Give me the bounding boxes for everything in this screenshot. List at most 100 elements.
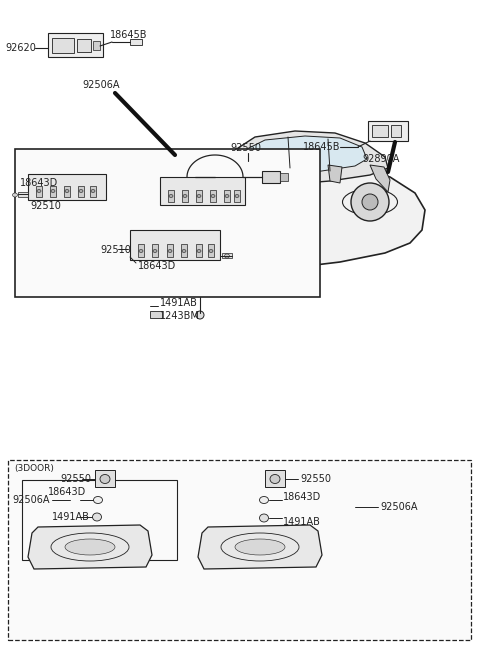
Ellipse shape [260, 514, 268, 522]
Bar [224, 190, 230, 202]
Bar [265, 470, 285, 487]
Text: 18643D: 18643D [20, 178, 58, 188]
Ellipse shape [197, 250, 201, 252]
Ellipse shape [12, 193, 17, 197]
Bar [15, 149, 320, 297]
Bar [90, 186, 96, 197]
Polygon shape [370, 165, 390, 192]
Bar [95, 470, 115, 487]
Bar [208, 244, 214, 257]
Text: 92890A: 92890A [362, 154, 399, 164]
Ellipse shape [225, 254, 229, 258]
Polygon shape [230, 131, 388, 185]
Ellipse shape [100, 474, 110, 483]
Ellipse shape [235, 195, 239, 198]
Circle shape [202, 194, 218, 210]
Ellipse shape [139, 250, 143, 252]
Bar [210, 190, 216, 202]
Circle shape [196, 311, 204, 319]
Bar [168, 190, 174, 202]
Ellipse shape [93, 513, 101, 521]
Bar [196, 190, 202, 202]
Ellipse shape [209, 250, 213, 252]
Text: 92550: 92550 [230, 143, 261, 153]
Circle shape [190, 182, 230, 222]
Bar [196, 244, 202, 257]
Ellipse shape [182, 250, 186, 252]
Polygon shape [328, 165, 342, 183]
Bar [150, 311, 162, 318]
Bar [262, 171, 280, 183]
Text: 92510: 92510 [30, 201, 61, 211]
Text: 92550: 92550 [300, 474, 331, 484]
Text: 92510: 92510 [100, 245, 131, 255]
Ellipse shape [343, 189, 397, 215]
Polygon shape [238, 136, 367, 174]
Text: 92620: 92620 [5, 43, 36, 53]
Polygon shape [150, 163, 425, 273]
Bar [78, 186, 84, 197]
Polygon shape [28, 525, 152, 569]
Ellipse shape [235, 539, 285, 555]
Ellipse shape [153, 250, 157, 252]
Ellipse shape [270, 474, 280, 483]
Ellipse shape [91, 189, 95, 193]
Text: 18643D: 18643D [138, 261, 176, 271]
Ellipse shape [183, 195, 187, 198]
Text: 1491AB: 1491AB [283, 517, 321, 527]
Bar [372, 125, 388, 137]
Text: 18643D: 18643D [283, 492, 321, 502]
Text: (3DOOR): (3DOOR) [14, 464, 54, 472]
Bar [52, 38, 74, 53]
Ellipse shape [65, 189, 69, 193]
Circle shape [351, 183, 389, 221]
Bar [36, 186, 42, 197]
Polygon shape [158, 170, 200, 200]
Ellipse shape [225, 195, 229, 198]
Text: 18645B: 18645B [303, 142, 340, 152]
Text: 92506A: 92506A [380, 502, 418, 512]
Bar [64, 186, 70, 197]
Ellipse shape [79, 189, 83, 193]
Ellipse shape [37, 189, 41, 193]
Bar [222, 253, 232, 258]
Text: 92550: 92550 [60, 474, 91, 484]
Ellipse shape [168, 250, 172, 252]
Circle shape [362, 194, 378, 210]
Ellipse shape [51, 189, 55, 193]
Ellipse shape [65, 539, 115, 555]
Bar [50, 186, 56, 197]
Bar [138, 244, 144, 257]
Bar [280, 173, 288, 181]
Ellipse shape [169, 195, 173, 198]
Text: 1243BM: 1243BM [160, 311, 200, 321]
Bar [152, 244, 158, 257]
Bar [182, 190, 188, 202]
Bar [48, 33, 103, 57]
Bar [391, 125, 401, 137]
Text: 1491AB: 1491AB [52, 512, 90, 522]
Ellipse shape [260, 496, 268, 504]
Bar [22, 480, 177, 560]
Bar [77, 39, 91, 52]
Bar [18, 192, 28, 197]
Polygon shape [152, 195, 162, 225]
Bar [93, 41, 100, 50]
Bar [368, 121, 408, 141]
Text: 18645B: 18645B [110, 30, 147, 40]
Text: 18643D: 18643D [48, 487, 86, 497]
Text: 92506A: 92506A [12, 495, 49, 505]
Bar [28, 174, 106, 200]
Bar [130, 230, 220, 260]
Ellipse shape [181, 188, 239, 216]
Bar [181, 244, 187, 257]
Bar [167, 244, 173, 257]
Ellipse shape [211, 195, 215, 198]
Bar [234, 190, 240, 202]
Polygon shape [198, 525, 322, 569]
Text: 92506A: 92506A [82, 80, 120, 90]
Text: 1491AB: 1491AB [160, 298, 198, 308]
Ellipse shape [94, 496, 103, 504]
Bar [130, 39, 142, 45]
Ellipse shape [197, 195, 201, 198]
